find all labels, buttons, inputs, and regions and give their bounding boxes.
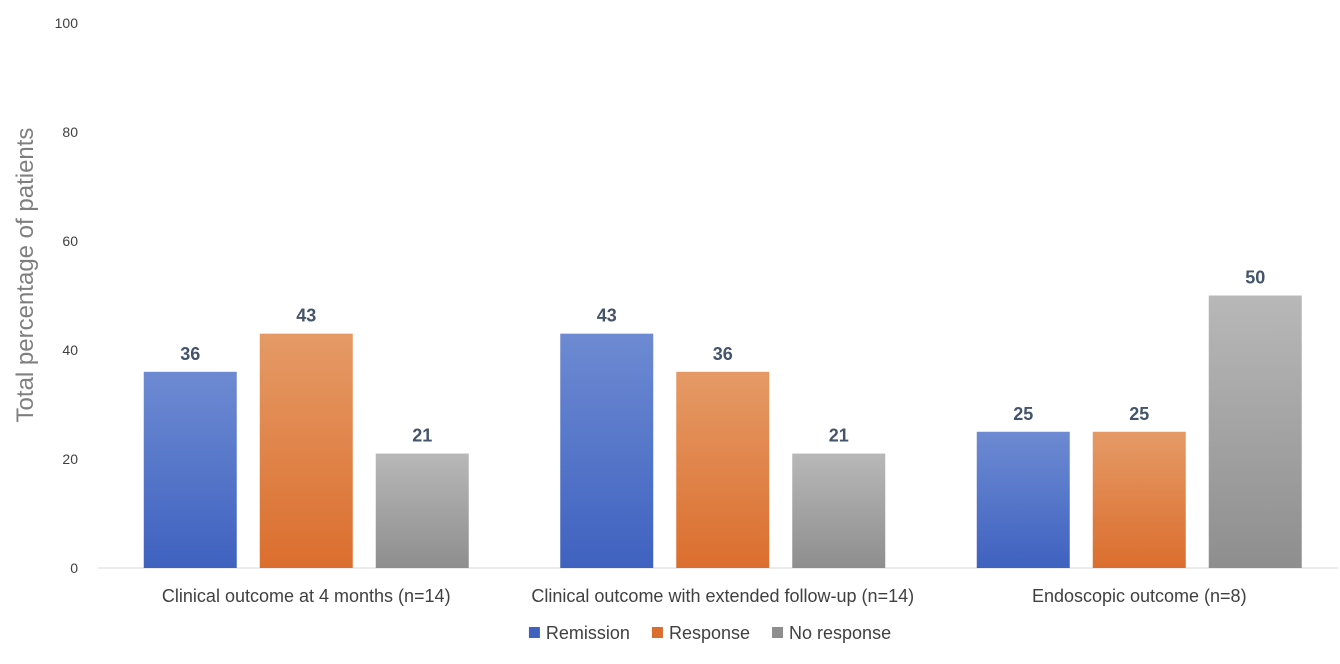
y-tick-label: 20 xyxy=(62,451,78,467)
legend-label: No response xyxy=(789,623,891,643)
bar-remission xyxy=(143,371,237,568)
bar-no-response xyxy=(375,453,469,568)
data-label: 36 xyxy=(180,344,200,364)
bar-response xyxy=(1092,431,1186,568)
bar-no-response xyxy=(792,453,886,568)
x-category-label: Clinical outcome with extended follow-up… xyxy=(531,586,914,606)
y-tick-label: 60 xyxy=(62,233,78,249)
data-label: 21 xyxy=(412,426,432,446)
x-category-label: Endoscopic outcome (n=8) xyxy=(1032,586,1247,606)
bar-remission xyxy=(976,431,1070,568)
data-label: 21 xyxy=(829,426,849,446)
y-tick-label: 100 xyxy=(55,15,79,31)
y-tick-label: 40 xyxy=(62,342,78,358)
x-category-label: Clinical outcome at 4 months (n=14) xyxy=(162,586,451,606)
bar-no-response xyxy=(1208,295,1302,568)
data-label: 50 xyxy=(1245,268,1265,288)
data-label: 25 xyxy=(1013,404,1033,424)
bar-response xyxy=(676,371,770,568)
legend: Remission Response No response xyxy=(528,623,891,643)
legend-swatch-no-response xyxy=(772,627,784,638)
bar-response xyxy=(259,333,353,568)
data-label: 43 xyxy=(296,306,316,326)
y-axis-label: Total percentage of patients xyxy=(12,128,39,423)
data-label: 43 xyxy=(597,306,617,326)
legend-label: Remission xyxy=(546,623,630,643)
legend-swatch-remission xyxy=(528,627,540,638)
data-label: 25 xyxy=(1129,404,1149,424)
y-tick-label: 80 xyxy=(62,124,78,140)
legend-swatch-response xyxy=(651,627,663,638)
legend-label: Response xyxy=(669,623,750,643)
y-tick-label: 0 xyxy=(70,560,78,576)
data-label: 36 xyxy=(713,344,733,364)
bar-remission xyxy=(560,333,654,568)
